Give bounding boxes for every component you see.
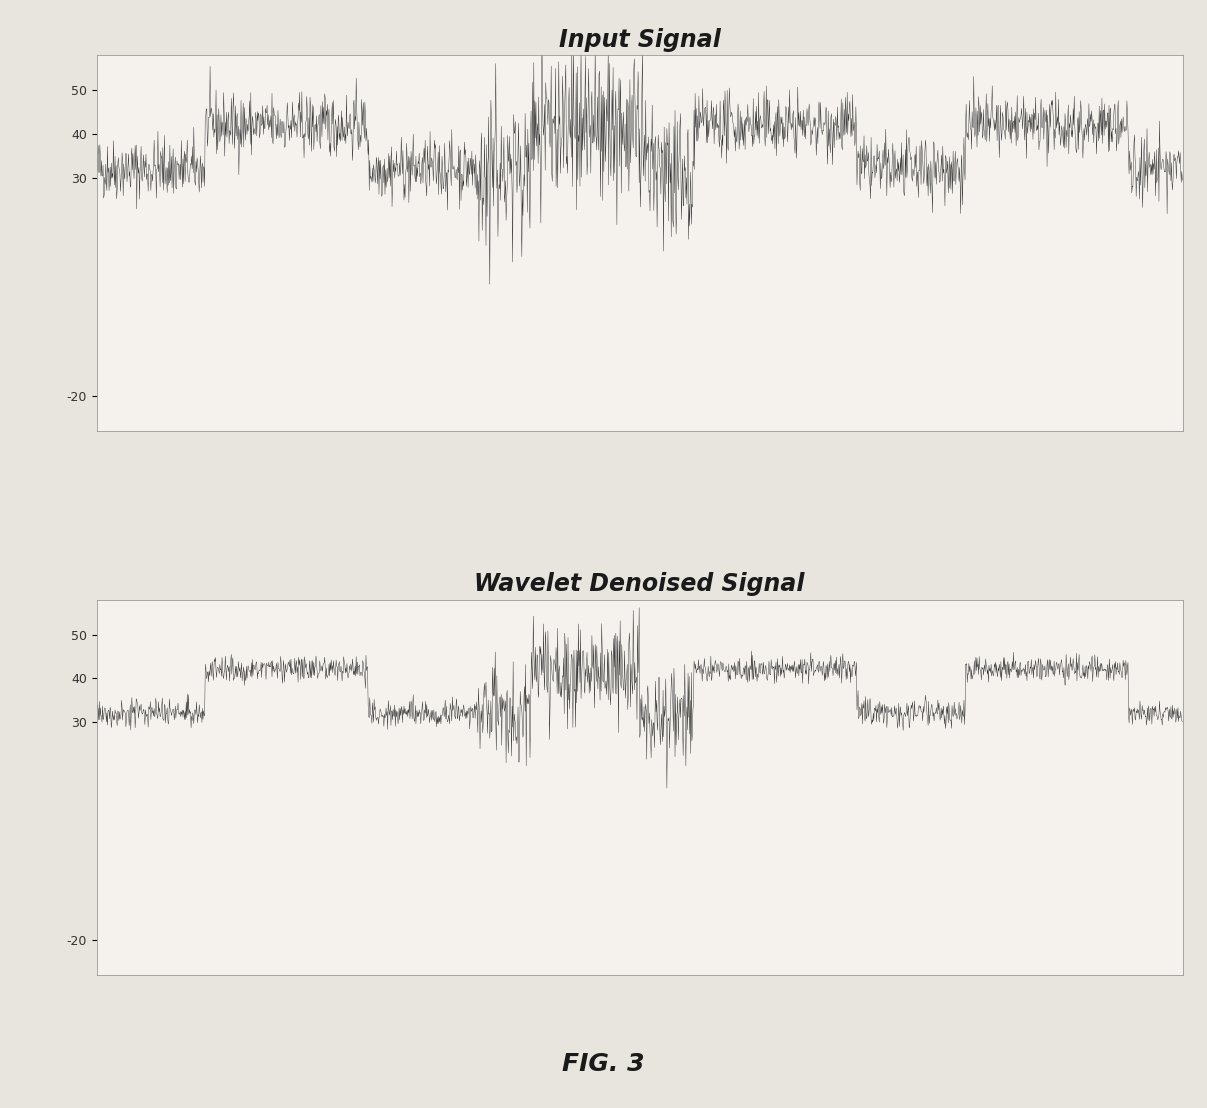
Text: FIG. 3: FIG. 3	[562, 1051, 645, 1076]
Title: Wavelet Denoised Signal: Wavelet Denoised Signal	[474, 573, 805, 596]
Title: Input Signal: Input Signal	[559, 28, 721, 52]
